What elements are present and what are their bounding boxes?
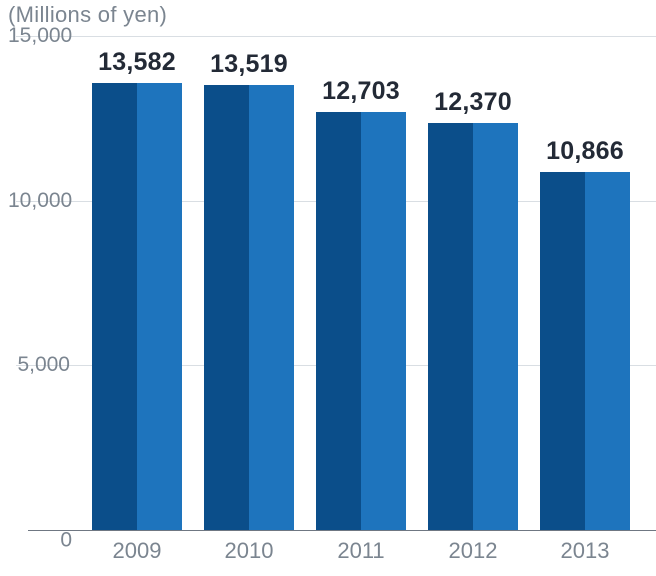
bar-group: 13,5192010 <box>204 36 294 530</box>
x-tick-label: 2010 <box>189 538 309 564</box>
bar <box>585 172 630 530</box>
x-tick-label: 2011 <box>301 538 421 564</box>
bar-value-label: 12,703 <box>301 77 421 106</box>
x-axis-baseline <box>28 530 656 531</box>
bar-value-label: 12,370 <box>413 88 533 117</box>
bar-value-label: 13,519 <box>189 50 309 79</box>
y-tick-label: 10,000 <box>8 189 70 213</box>
bar <box>316 112 361 530</box>
bar-value-label: 13,582 <box>77 48 197 77</box>
bar <box>428 123 473 530</box>
x-tick-label: 2012 <box>413 538 533 564</box>
x-tick-label: 2013 <box>525 538 645 564</box>
bar <box>361 112 406 530</box>
bar <box>92 83 137 530</box>
y-tick-label: 0 <box>52 529 72 553</box>
y-tick-label: 5,000 <box>8 353 70 377</box>
bar-group: 10,8662013 <box>540 36 630 530</box>
bar <box>204 85 249 530</box>
bar <box>249 85 294 530</box>
bar <box>540 172 585 530</box>
bar-group: 13,5822009 <box>92 36 182 530</box>
bar-group: 12,3702012 <box>428 36 518 530</box>
x-tick-label: 2009 <box>77 538 197 564</box>
bar <box>137 83 182 530</box>
bar <box>473 123 518 530</box>
y-tick-label: 15,000 <box>8 24 70 48</box>
chart-plot-area: 05,00010,00015,00013,582200913,519201012… <box>78 36 644 530</box>
bar-group: 12,7032011 <box>316 36 406 530</box>
bar-value-label: 10,866 <box>525 137 645 166</box>
